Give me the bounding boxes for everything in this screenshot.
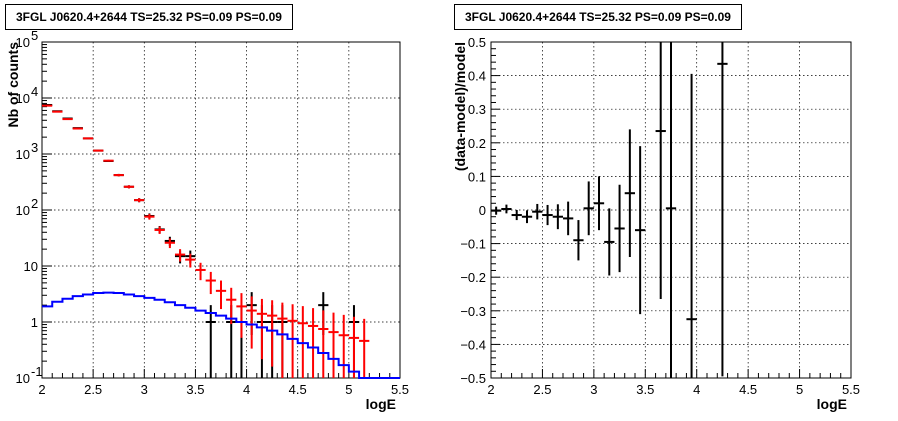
chart1-y-tick-label: −0.4 <box>460 337 486 352</box>
chart0-y-tick-exponent: 2 <box>31 196 38 211</box>
chart0-y-tick-exponent: 4 <box>31 84 38 99</box>
chart0-series-1 <box>42 104 370 378</box>
chart0-y-tick-label: 1 <box>31 315 38 330</box>
chart1-y-tick-label: −0.5 <box>460 371 486 386</box>
chart1-x-tick-label: 2.5 <box>533 382 551 397</box>
chart0-y-tick-label: 10 <box>16 35 30 50</box>
chart1-x-tick-label: 5.5 <box>842 382 860 397</box>
chart0-y-tick-label: 10 <box>24 259 38 274</box>
chart1-y-tick-label: 0.5 <box>468 35 486 50</box>
chart1-x-tick-label: 2 <box>487 382 494 397</box>
chart0-y-tick-label: 10 <box>16 371 30 386</box>
left-chart-title: 3FGL J0620.4+2644 TS=25.32 PS=0.09 PS=0.… <box>5 4 293 30</box>
chart1-x-axis-title: logE <box>817 396 847 412</box>
chart1-y-tick-label: −0.2 <box>460 270 486 285</box>
right-chart-title: 3FGL J0620.4+2644 TS=25.32 PS=0.09 PS=0.… <box>454 4 742 30</box>
chart0-y-tick-exponent: -1 <box>31 364 43 379</box>
chart1-y-tick-label: −0.3 <box>460 304 486 319</box>
chart0-y-axis-title: Nb of counts <box>5 42 21 128</box>
chart0-model-step-line <box>42 291 400 379</box>
chart1-y-tick-label: 0.1 <box>468 169 486 184</box>
chart0-y-tick-exponent: 5 <box>31 28 38 43</box>
chart0-series-2 <box>42 291 400 379</box>
chart1-y-tick-label: 0 <box>479 203 486 218</box>
chart0-y-tick-label: 10 <box>16 147 30 162</box>
chart0-y-tick-exponent: 3 <box>31 140 38 155</box>
chart0-x-tick-label: 3 <box>141 382 148 397</box>
chart0-series-0 <box>42 103 360 378</box>
chart1-y-tick-label: 0.2 <box>468 136 486 151</box>
chart0-y-tick-label: 10 <box>16 91 30 106</box>
chart1-y-tick-label: 0.4 <box>468 69 486 84</box>
chart1-y-tick-label: 0.3 <box>468 102 486 117</box>
chart0-x-tick-label: 5.5 <box>391 382 409 397</box>
chart1-x-tick-label: 3.5 <box>636 382 654 397</box>
chart1-x-tick-label: 5 <box>796 382 803 397</box>
chart1-series-0 <box>491 42 728 378</box>
chart0-x-tick-label: 3.5 <box>186 382 204 397</box>
chart0-x-tick-label: 5 <box>345 382 352 397</box>
chart1-x-tick-label: 4 <box>693 382 700 397</box>
chart0-y-tick-label: 10 <box>16 203 30 218</box>
chart1-x-tick-label: 3 <box>590 382 597 397</box>
chart0-x-tick-label: 4 <box>243 382 250 397</box>
chart1-y-tick-label: −0.1 <box>460 237 486 252</box>
chart0-x-tick-label: 4.5 <box>289 382 307 397</box>
chart0-x-axis-title: logE <box>366 396 396 412</box>
chart0-x-tick-label: 2 <box>38 382 45 397</box>
chart0-x-tick-label: 2.5 <box>84 382 102 397</box>
chart1-x-tick-label: 4.5 <box>739 382 757 397</box>
chart1-y-axis-title: (data-model)/model <box>452 42 468 171</box>
